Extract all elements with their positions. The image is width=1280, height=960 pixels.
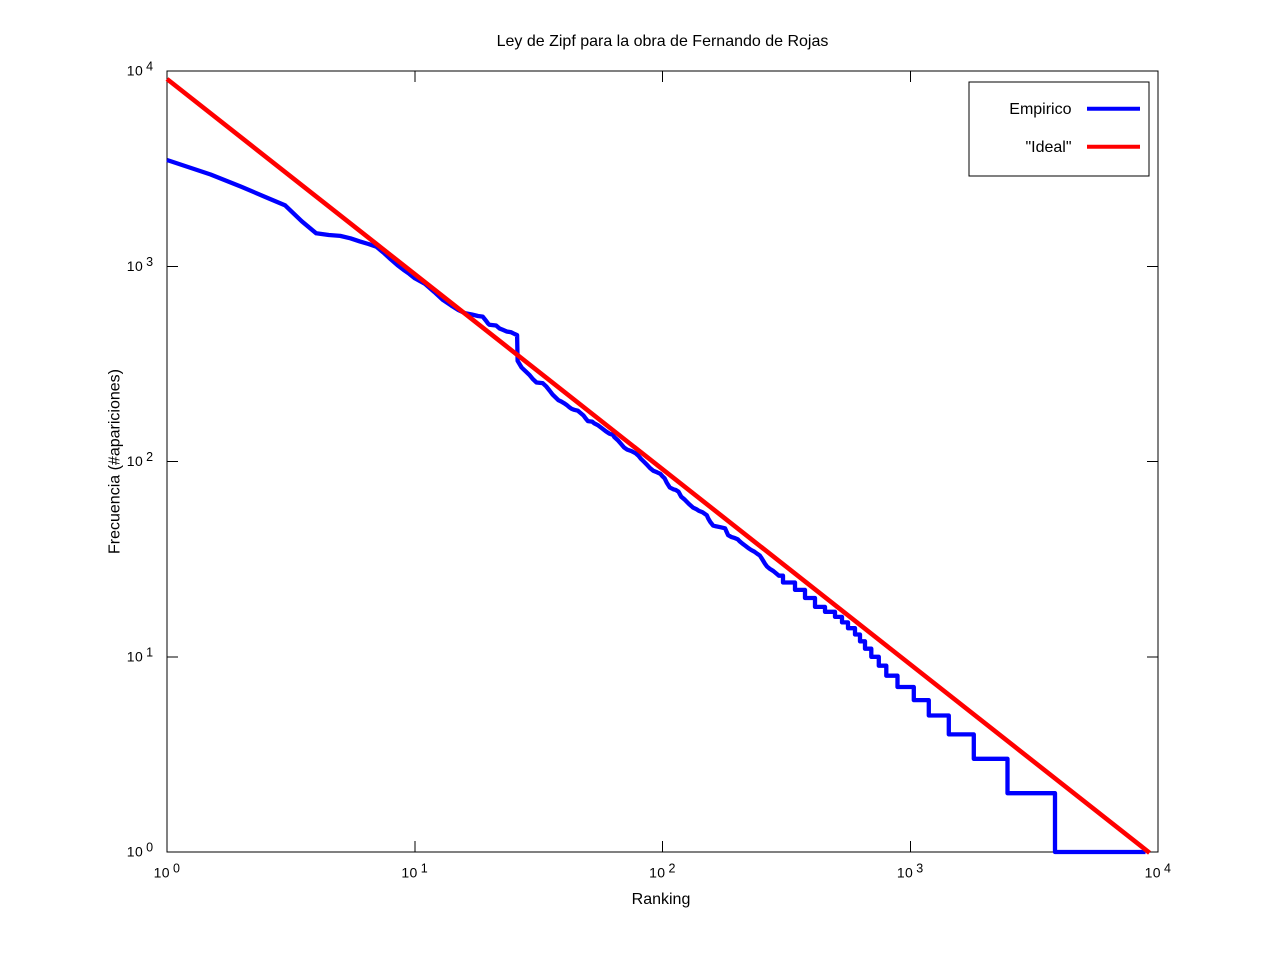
svg-text:Frecuencia (#apariciones): Frecuencia (#apariciones) bbox=[107, 369, 124, 554]
svg-text:"Ideal": "Ideal" bbox=[1025, 139, 1071, 156]
svg-text:Ley de Zipf para la obra de Fe: Ley de Zipf para la obra de Fernando de … bbox=[497, 33, 829, 50]
svg-text:Ranking: Ranking bbox=[632, 891, 691, 908]
svg-text:Empirico: Empirico bbox=[1009, 101, 1071, 118]
